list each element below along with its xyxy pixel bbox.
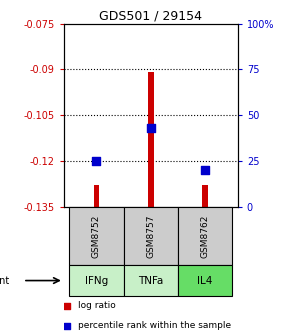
Point xyxy=(148,125,153,131)
Text: IFNg: IFNg xyxy=(85,276,108,286)
Bar xyxy=(69,265,124,296)
Bar xyxy=(178,265,232,296)
Point xyxy=(65,303,70,308)
Text: GSM8752: GSM8752 xyxy=(92,214,101,258)
Point xyxy=(65,323,70,329)
Bar xyxy=(178,207,232,265)
Text: GSM8757: GSM8757 xyxy=(146,214,155,258)
Bar xyxy=(124,207,178,265)
Bar xyxy=(94,185,99,207)
Text: IL4: IL4 xyxy=(197,276,213,286)
Bar xyxy=(124,265,178,296)
Bar xyxy=(148,72,153,207)
Text: agent: agent xyxy=(0,276,9,286)
Point xyxy=(94,158,99,164)
Point xyxy=(203,167,207,173)
Bar xyxy=(69,207,124,265)
Text: percentile rank within the sample: percentile rank within the sample xyxy=(78,322,231,330)
Title: GDS501 / 29154: GDS501 / 29154 xyxy=(99,9,202,23)
Text: GSM8762: GSM8762 xyxy=(201,214,210,258)
Text: TNFa: TNFa xyxy=(138,276,164,286)
Bar xyxy=(202,185,208,207)
Text: log ratio: log ratio xyxy=(78,301,115,310)
